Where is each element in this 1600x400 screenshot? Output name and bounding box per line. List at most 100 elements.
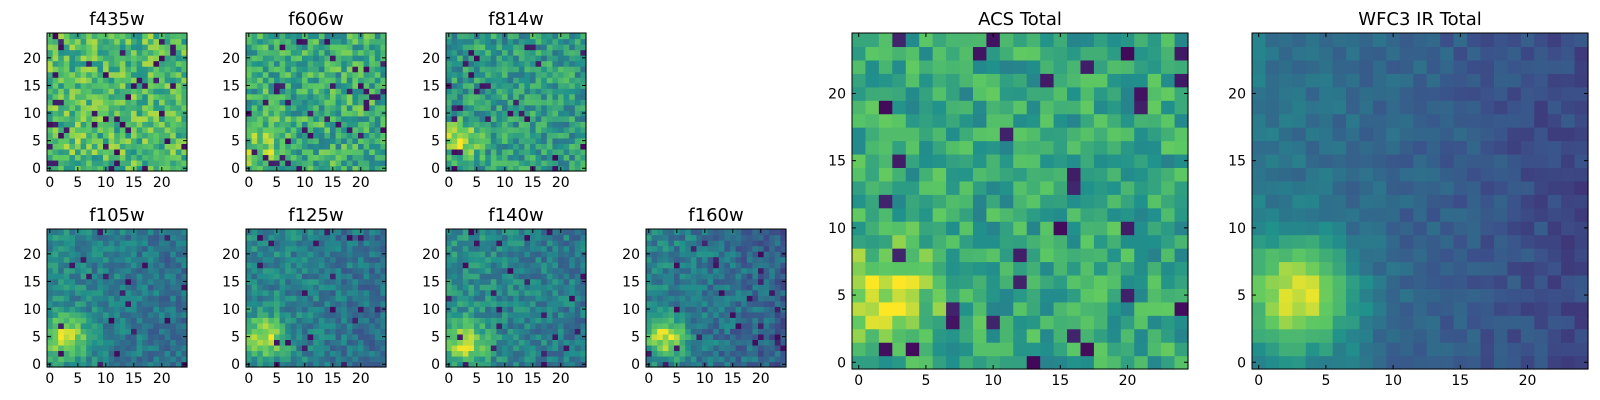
y-tick-label: 10 bbox=[622, 302, 640, 318]
heatmap-cell bbox=[507, 148, 514, 156]
heatmap-cell bbox=[97, 126, 104, 133]
heatmap-cell bbox=[91, 328, 98, 335]
heatmap-cell bbox=[80, 82, 87, 89]
heatmap-cell bbox=[58, 33, 65, 40]
heatmap-cell bbox=[546, 234, 553, 241]
heatmap-cell bbox=[651, 251, 658, 258]
heatmap-cell bbox=[142, 104, 149, 111]
heatmap-cell bbox=[330, 55, 337, 62]
x-tick-label: 5 bbox=[272, 175, 281, 191]
heatmap-cell bbox=[1120, 301, 1135, 316]
heatmap-cell bbox=[142, 322, 149, 329]
heatmap-cell bbox=[479, 344, 486, 352]
heatmap-cell bbox=[80, 339, 87, 346]
heatmap-cell bbox=[513, 273, 520, 280]
heatmap-cell bbox=[558, 311, 565, 318]
heatmap-cell bbox=[159, 306, 166, 313]
heatmap-cell bbox=[546, 289, 553, 296]
heatmap-cell bbox=[541, 55, 548, 62]
heatmap-cell bbox=[451, 339, 458, 346]
heatmap-cell bbox=[290, 262, 297, 269]
heatmap-cell bbox=[959, 261, 974, 276]
heatmap-cell bbox=[462, 300, 469, 307]
heatmap-cell bbox=[569, 165, 576, 172]
heatmap-cell bbox=[502, 38, 509, 45]
heatmap-cell bbox=[103, 143, 110, 150]
heatmap-cell bbox=[485, 300, 492, 307]
heatmap-cell bbox=[507, 278, 514, 285]
heatmap-cell bbox=[518, 154, 525, 161]
heatmap-cell bbox=[552, 121, 559, 128]
heatmap-cell bbox=[80, 344, 87, 352]
heatmap-cell bbox=[131, 311, 138, 318]
heatmap-cell bbox=[285, 262, 292, 269]
heatmap-cell bbox=[108, 104, 115, 111]
heatmap-cell bbox=[380, 143, 387, 150]
heatmap-cell bbox=[159, 115, 166, 122]
heatmap-cell bbox=[52, 273, 59, 280]
heatmap-cell bbox=[119, 60, 126, 67]
heatmap-cell bbox=[69, 350, 76, 357]
heatmap-cell bbox=[47, 240, 54, 247]
heatmap-cell bbox=[878, 328, 893, 343]
heatmap-cell bbox=[131, 126, 138, 133]
heatmap-cell bbox=[1026, 315, 1041, 330]
heatmap-cell bbox=[746, 284, 753, 291]
heatmap-cell bbox=[52, 355, 59, 363]
heatmap-cell bbox=[175, 267, 182, 274]
heatmap-cell bbox=[307, 165, 314, 172]
heatmap-cell bbox=[546, 311, 553, 318]
heatmap-cell bbox=[86, 60, 93, 67]
heatmap-cell bbox=[296, 55, 303, 62]
heatmap-cell bbox=[86, 267, 93, 274]
heatmap-cell bbox=[175, 104, 182, 111]
heatmap-cell bbox=[86, 143, 93, 150]
heatmap-cell bbox=[86, 121, 93, 128]
heatmap-cell bbox=[1134, 328, 1149, 343]
heatmap-cell bbox=[175, 49, 182, 56]
heatmap-cell bbox=[318, 126, 325, 133]
heatmap-cell bbox=[1040, 167, 1055, 182]
heatmap-cell bbox=[346, 93, 353, 100]
heatmap-cell bbox=[446, 154, 453, 161]
heatmap-cell bbox=[318, 333, 325, 340]
heatmap-cell bbox=[80, 77, 87, 84]
heatmap-cell bbox=[496, 143, 503, 150]
heatmap-cell bbox=[451, 317, 458, 324]
axes-frame bbox=[46, 32, 188, 172]
y-tick-label: 0 bbox=[431, 357, 440, 373]
heatmap-cell bbox=[569, 289, 576, 296]
heatmap-cell bbox=[290, 121, 297, 128]
heatmap-cell bbox=[657, 355, 664, 363]
heatmap-cell bbox=[552, 311, 559, 318]
heatmap-cell bbox=[986, 261, 1001, 276]
heatmap-cell bbox=[574, 295, 581, 302]
heatmap-cell bbox=[569, 317, 576, 324]
heatmap-cell bbox=[490, 93, 497, 100]
heatmap-cell bbox=[1093, 355, 1108, 370]
heatmap-cell bbox=[274, 300, 281, 307]
heatmap-cell bbox=[513, 361, 520, 368]
heatmap-cell bbox=[490, 300, 497, 307]
heatmap-cell bbox=[125, 355, 132, 363]
heatmap-cell bbox=[52, 300, 59, 307]
heatmap-cell bbox=[374, 284, 381, 291]
heatmap-cell bbox=[474, 256, 481, 263]
heatmap-cell bbox=[769, 339, 776, 346]
heatmap-cell bbox=[707, 361, 714, 368]
heatmap-cell bbox=[80, 251, 87, 258]
panel-title: f105w bbox=[89, 205, 144, 226]
heatmap-cell bbox=[535, 71, 542, 78]
heatmap-cell bbox=[558, 262, 565, 269]
heatmap-cell bbox=[274, 245, 281, 252]
heatmap-cell bbox=[285, 251, 292, 258]
heatmap-cell bbox=[75, 55, 82, 62]
heatmap-cell bbox=[251, 317, 258, 324]
heatmap-cell bbox=[462, 295, 469, 302]
heatmap-cell bbox=[114, 229, 121, 236]
heatmap-cell bbox=[552, 317, 559, 324]
heatmap-cell bbox=[502, 93, 509, 100]
heatmap-cell bbox=[569, 355, 576, 363]
heatmap-cell bbox=[352, 240, 359, 247]
heatmap-cell bbox=[457, 104, 464, 111]
